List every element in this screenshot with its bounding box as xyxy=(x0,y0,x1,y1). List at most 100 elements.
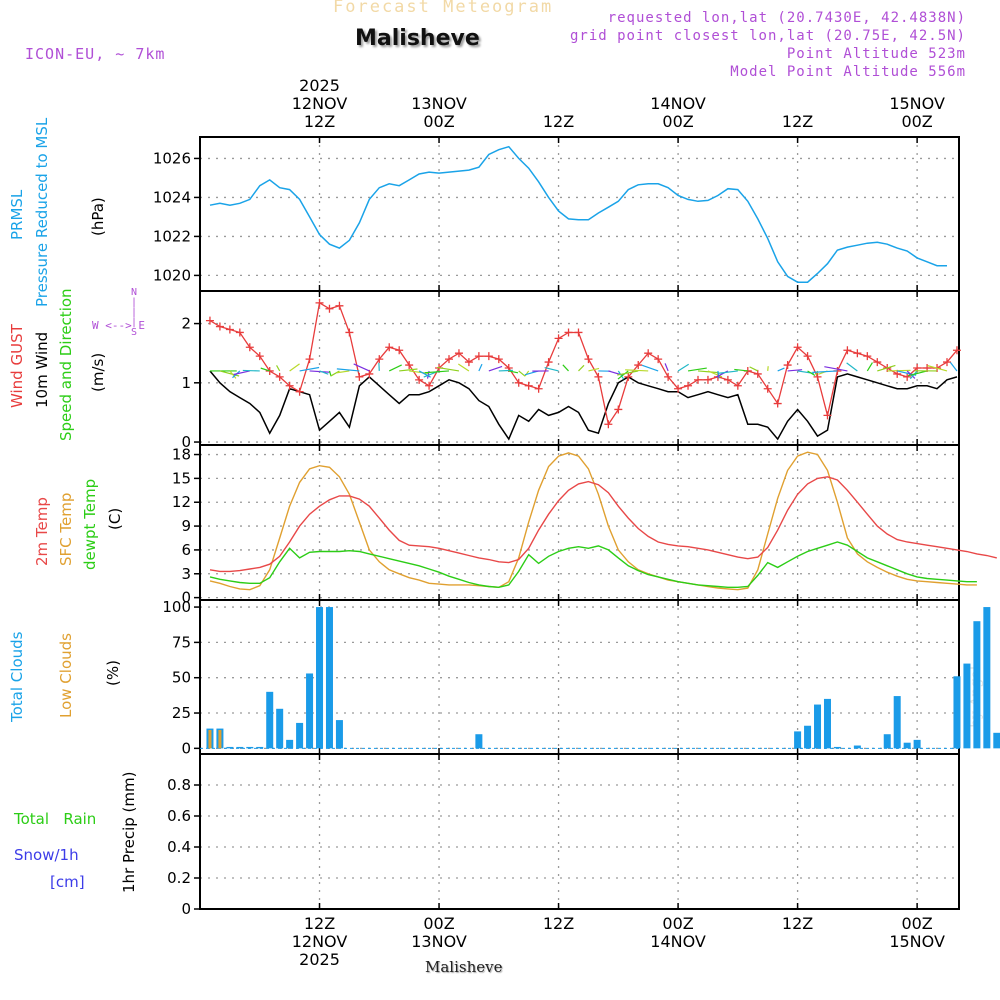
gust-marker xyxy=(773,399,782,408)
gust-marker xyxy=(454,349,463,358)
total-cloud-bar xyxy=(246,746,254,749)
wind-direction-arrow xyxy=(319,370,329,375)
y-tick-label: 0 xyxy=(181,589,191,607)
gust-marker xyxy=(664,372,673,381)
y-tick-label: 0.2 xyxy=(167,869,191,887)
gust-marker xyxy=(873,358,882,367)
time-tick-text: 12Z xyxy=(542,914,575,933)
time-tick-text: 2025 xyxy=(299,76,340,95)
low-cloud-bar xyxy=(218,729,222,749)
gust-marker xyxy=(445,355,453,364)
y-tick-label: 0.4 xyxy=(167,838,191,856)
time-tick-text: 15NOV xyxy=(889,94,945,113)
top-axis-label: 12Z xyxy=(763,113,833,131)
gust-marker xyxy=(265,366,274,375)
panel-frame-1 xyxy=(199,136,960,292)
y-tick-label: 1026 xyxy=(153,149,191,167)
gust-marker xyxy=(584,355,593,364)
wind-direction-arrow xyxy=(388,364,402,372)
model-label: ICON-EU, ~ 7km xyxy=(25,45,166,63)
compass-n-icon: N | | | S xyxy=(131,287,138,338)
gust-marker xyxy=(694,375,702,384)
wind10-line xyxy=(209,370,958,441)
gust-line xyxy=(209,301,958,426)
wind-direction-arrow xyxy=(353,363,370,372)
top-axis-label: 12Z xyxy=(524,113,594,131)
wind-direction-arrow xyxy=(578,364,585,372)
top-axis-label: 15NOV 00Z xyxy=(882,95,952,131)
time-tick-text: 12NOV xyxy=(291,932,348,951)
y-tick-label: 9 xyxy=(181,517,191,535)
wind-direction-arrow xyxy=(498,369,513,372)
gust-marker xyxy=(823,411,832,420)
y-tick-label: 1024 xyxy=(153,188,191,206)
wind-direction-arrow xyxy=(927,365,948,372)
time-tick-text: 15NOV xyxy=(889,932,945,951)
gust-marker xyxy=(484,352,493,361)
gust-marker xyxy=(863,352,872,361)
y-tick-label: 0.8 xyxy=(167,776,191,794)
compass-we: W <--> E xyxy=(92,319,145,332)
total-rain-a: Total xyxy=(14,810,50,828)
total-cloud-bar xyxy=(296,722,304,749)
wind-direction-arrow xyxy=(518,370,526,377)
gust-marker xyxy=(205,316,214,325)
total-cloud-bar xyxy=(983,607,991,749)
bottom-axis-label: 00Z 15NOV xyxy=(882,915,952,951)
gust-marker xyxy=(235,328,244,337)
total-cloud-bar xyxy=(913,739,921,749)
sfc-temp-line xyxy=(209,451,977,591)
gust-marker xyxy=(733,381,742,390)
total-cloud-bar xyxy=(993,732,1000,749)
gust-marker xyxy=(943,358,951,367)
wind-direction-arrow xyxy=(749,366,759,372)
gust-marker xyxy=(534,384,543,393)
wind-direction-arrow xyxy=(824,366,848,372)
gust-marker xyxy=(723,375,732,384)
low-cloud-bar xyxy=(208,729,212,749)
y-tick-label: 1 xyxy=(181,374,191,392)
y-tick-label: 0 xyxy=(181,739,191,757)
y-tick-label: 12 xyxy=(172,493,191,511)
wind-direction-arrow xyxy=(677,363,690,372)
product-title: Forecast Meteogram xyxy=(333,0,554,17)
wind-direction-arrow xyxy=(641,364,659,372)
top-axis-label: 13NOV 00Z xyxy=(404,95,474,131)
wind-direction-arrow xyxy=(787,369,803,372)
wind-direction-arrow xyxy=(508,370,519,374)
wind-direction-arrow xyxy=(617,370,629,380)
wind-direction-arrow xyxy=(336,370,350,374)
requested-coords: requested lon,lat (20.7430E, 42.4838N) xyxy=(607,10,966,26)
gust-marker xyxy=(385,343,394,352)
total-cloud-bar xyxy=(853,745,861,749)
wind-direction-arrow xyxy=(260,367,270,372)
time-tick-text: 00Z xyxy=(662,914,694,933)
pressure-line xyxy=(209,145,947,283)
dewpt-temp-line xyxy=(209,541,977,589)
wind-direction-arrow xyxy=(330,370,340,377)
y-tick-label: 6 xyxy=(181,541,191,559)
grid-point-coords: grid point closest lon,lat (20.75E, 42.5… xyxy=(569,28,966,44)
wind-direction-arrow xyxy=(777,367,785,372)
wind-direction-arrow xyxy=(625,369,649,372)
gust-marker xyxy=(405,361,414,370)
gust-marker xyxy=(375,355,384,364)
time-tick-text: 00Z xyxy=(901,112,933,131)
gust-marker xyxy=(604,420,613,429)
gust-marker xyxy=(544,358,553,367)
total-rain-label: Total Rain xyxy=(14,810,96,828)
gust-marker xyxy=(315,298,324,307)
gust-marker xyxy=(654,355,663,364)
total-cloud-bar xyxy=(276,708,284,749)
bottom-axis-label: 12Z xyxy=(763,915,833,933)
gust-marker xyxy=(783,361,792,370)
total-cloud-bar xyxy=(973,621,981,749)
total-cloud-bar xyxy=(236,746,244,749)
gust-marker xyxy=(793,343,802,352)
total-cloud-bar xyxy=(804,725,812,749)
y-tick-label: 25 xyxy=(172,704,191,722)
total-cloud-bar xyxy=(475,734,483,749)
gust-marker xyxy=(564,328,573,337)
wind-direction-arrow xyxy=(664,363,669,372)
